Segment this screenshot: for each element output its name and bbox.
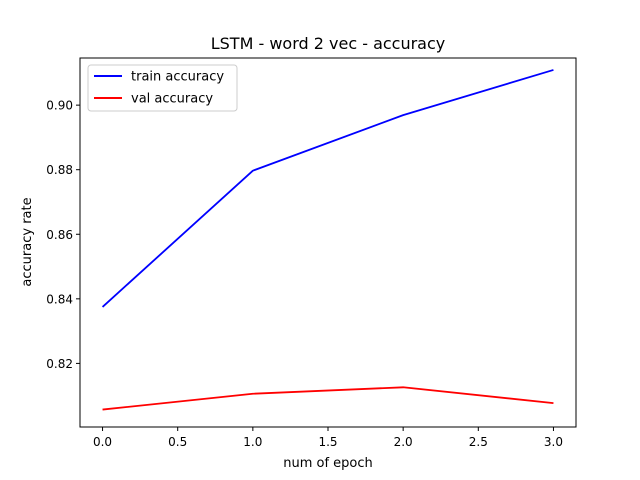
legend-label-val-accuracy: val accuracy xyxy=(131,92,213,107)
y-tick-label: 0.88 xyxy=(46,163,73,177)
series-layer xyxy=(101,69,554,411)
y-axis-ticks: 0.82 0.84 0.86 0.88 0.90 xyxy=(46,99,80,371)
y-axis-label: accuracy rate xyxy=(20,197,35,286)
x-tick-label: 0.0 xyxy=(93,435,112,449)
y-tick-label: 0.90 xyxy=(46,99,73,113)
x-axis-label: num of epoch xyxy=(283,456,373,471)
x-tick-label: 2.0 xyxy=(394,435,413,449)
legend-box xyxy=(87,64,238,112)
series-line-0 xyxy=(101,69,554,308)
legend: train accuracy val accuracy xyxy=(87,64,238,112)
x-tick-label: 1.5 xyxy=(318,435,337,449)
y-tick-label: 0.82 xyxy=(46,357,73,371)
legend-label-train-accuracy: train accuracy xyxy=(131,70,224,85)
x-tick-label: 3.0 xyxy=(544,435,563,449)
y-tick-label: 0.84 xyxy=(46,292,73,306)
x-axis-ticks: 0.0 0.5 1.0 1.5 2.0 2.5 3.0 xyxy=(93,427,563,449)
x-tick-label: 2.5 xyxy=(469,435,488,449)
x-tick-label: 1.0 xyxy=(243,435,262,449)
chart-title: LSTM - word 2 vec - accuracy xyxy=(211,34,446,53)
y-tick-label: 0.86 xyxy=(46,228,73,242)
series-line-1 xyxy=(102,386,554,411)
x-tick-label: 0.5 xyxy=(168,435,187,449)
